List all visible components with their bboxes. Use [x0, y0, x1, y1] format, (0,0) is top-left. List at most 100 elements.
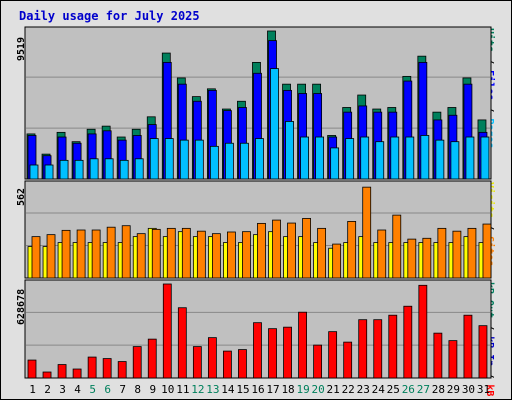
- day-label-30: 30: [462, 383, 475, 396]
- kbf-bar-2: [42, 371, 52, 379]
- chart-title: Daily usage for July 2025: [19, 9, 200, 23]
- day-label-17: 17: [266, 383, 279, 396]
- kbf-bar-5: [87, 356, 97, 379]
- kbf-bar-8: [132, 346, 142, 379]
- pages-bar-8: [134, 158, 144, 180]
- sites-bar-21: [332, 243, 342, 279]
- day-label-19: 19: [296, 383, 309, 396]
- kbf-bar-13: [207, 337, 217, 379]
- pages-bar-23: [360, 136, 370, 180]
- pages-bar-18: [285, 121, 294, 180]
- kbf-bar-25: [388, 314, 398, 379]
- kbf-bar-29: [448, 340, 458, 379]
- kbf-bar-9: [147, 338, 157, 379]
- day-label-23: 23: [357, 383, 370, 396]
- sites-bar-28: [437, 227, 447, 279]
- sites-bar-13: [211, 233, 221, 279]
- pages-bar-1: [29, 164, 39, 180]
- day-label-14: 14: [221, 383, 235, 396]
- day-label-16: 16: [251, 383, 264, 396]
- pages-bar-29: [450, 141, 460, 180]
- kbf-bar-24: [373, 319, 383, 379]
- day-label-25: 25: [387, 383, 400, 396]
- day-label-6: 6: [104, 383, 111, 396]
- kbf-bar-7: [117, 361, 127, 379]
- day-label-15: 15: [236, 383, 249, 396]
- day-label-21: 21: [327, 383, 340, 396]
- kbf-bar-11: [177, 307, 187, 379]
- sites-bar-10: [166, 227, 176, 279]
- pages-bar-24: [375, 141, 385, 180]
- day-label-27: 27: [417, 383, 430, 396]
- sites-bar-7: [121, 225, 131, 279]
- pages-bar-22: [345, 138, 355, 180]
- pages-bar-7: [119, 159, 129, 180]
- sites-bar-11: [181, 227, 191, 279]
- pages-bar-26: [405, 136, 415, 180]
- sites-bar-31: [482, 223, 492, 279]
- kbf-bar-14: [223, 350, 232, 379]
- pages-bar-2: [44, 164, 54, 180]
- sites-bar-30: [467, 227, 477, 279]
- day-label-4: 4: [74, 383, 81, 396]
- kbf-bar-4: [72, 368, 82, 379]
- pages-bar-20: [315, 136, 325, 180]
- sites-bar-17: [272, 219, 281, 279]
- kbf-bar-15: [238, 349, 247, 379]
- kbf-bar-31: [478, 325, 488, 379]
- pages-bar-25: [390, 136, 400, 180]
- kbf-bar-28: [433, 332, 443, 379]
- sites-bar-20: [317, 227, 327, 279]
- day-label-12: 12: [191, 383, 204, 396]
- sites-bar-6: [106, 226, 116, 279]
- sites-bar-15: [242, 231, 251, 279]
- kbf-bar-17: [268, 328, 277, 379]
- kbf-bar-3: [57, 364, 67, 379]
- pages-bar-28: [435, 139, 445, 180]
- kbf-bar-20: [313, 344, 323, 379]
- day-label-10: 10: [161, 383, 174, 396]
- day-label-7: 7: [119, 383, 126, 396]
- pages-bar-15: [240, 142, 249, 180]
- sites-bar-26: [407, 238, 417, 279]
- kbf-bar-16: [253, 322, 262, 379]
- pages-bar-31: [480, 136, 490, 180]
- day-label-9: 9: [149, 383, 156, 396]
- pages-bar-27: [420, 135, 430, 180]
- kbf-bar-26: [403, 305, 413, 379]
- pages-bar-4: [74, 159, 84, 180]
- kbf-bar-18: [283, 326, 292, 379]
- day-label-20: 20: [312, 383, 325, 396]
- day-label-5: 5: [89, 383, 96, 396]
- pages-bar-19: [300, 136, 309, 180]
- sites-bar-3: [61, 229, 71, 279]
- kbf-bar-19: [298, 311, 307, 379]
- sites-bar-4: [76, 229, 86, 279]
- kbf-bar-21: [328, 331, 338, 379]
- sites-bar-16: [257, 222, 266, 279]
- sites-bar-25: [392, 214, 402, 279]
- pages-bar-9: [149, 138, 159, 180]
- sites-bar-24: [377, 229, 387, 279]
- day-label-29: 29: [447, 383, 460, 396]
- day-label-26: 26: [402, 383, 415, 396]
- day-label-18: 18: [281, 383, 294, 396]
- kbf-bar-30: [463, 314, 473, 379]
- pages-bar-21: [330, 147, 340, 180]
- day-label-31: 31: [477, 383, 490, 396]
- sites-bar-23: [362, 186, 372, 279]
- day-label-22: 22: [342, 383, 355, 396]
- sites-bar-9: [151, 228, 161, 279]
- kbf-bar-12: [192, 346, 202, 379]
- sites-bar-19: [302, 218, 311, 279]
- pages-bar-5: [89, 158, 99, 180]
- sites-bar-1: [31, 236, 41, 279]
- kbf-bar-23: [358, 319, 368, 379]
- day-label-1: 1: [29, 383, 36, 396]
- kbf-bar-22: [343, 341, 353, 379]
- kbf-bar-1: [27, 359, 37, 379]
- day-label-11: 11: [176, 383, 189, 396]
- sites-bar-2: [46, 234, 56, 279]
